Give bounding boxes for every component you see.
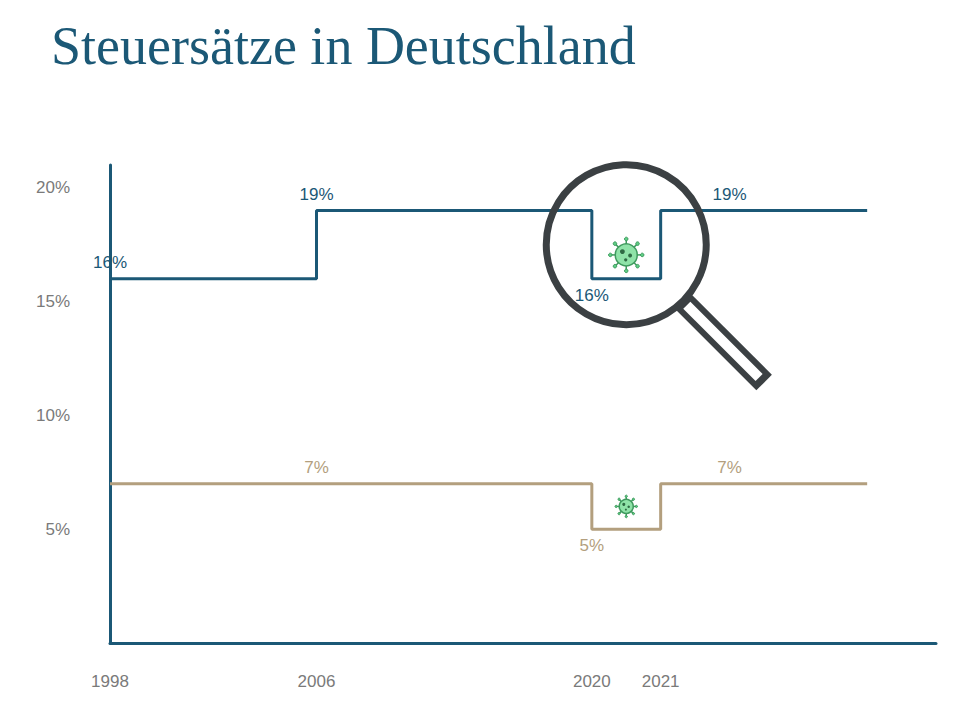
svg-text:10%: 10% bbox=[36, 406, 70, 425]
svg-text:1998: 1998 bbox=[91, 672, 129, 691]
svg-text:16%: 16% bbox=[93, 253, 127, 272]
svg-text:19%: 19% bbox=[299, 185, 333, 204]
svg-text:2020: 2020 bbox=[573, 672, 611, 691]
svg-text:5%: 5% bbox=[580, 536, 605, 555]
svg-text:16%: 16% bbox=[575, 286, 609, 305]
svg-text:7%: 7% bbox=[304, 458, 329, 477]
svg-text:20%: 20% bbox=[36, 178, 70, 197]
svg-text:19%: 19% bbox=[712, 185, 746, 204]
svg-text:5%: 5% bbox=[45, 520, 70, 539]
svg-text:Steuersätze in Deutschland: Steuersätze in Deutschland bbox=[51, 16, 636, 76]
svg-text:2006: 2006 bbox=[298, 672, 336, 691]
svg-text:2021: 2021 bbox=[642, 672, 680, 691]
svg-text:15%: 15% bbox=[36, 292, 70, 311]
svg-text:7%: 7% bbox=[717, 458, 742, 477]
